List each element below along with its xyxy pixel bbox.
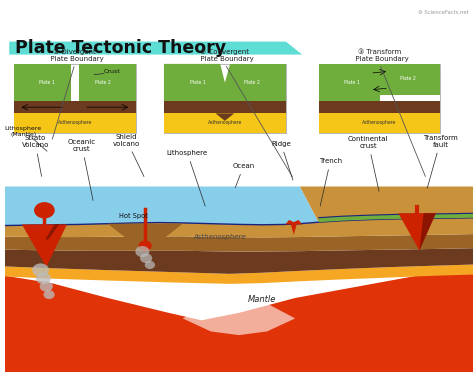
Polygon shape bbox=[5, 186, 319, 226]
Text: Plate 2: Plate 2 bbox=[400, 76, 416, 81]
Text: ③ Transform
  Plate Boundary: ③ Transform Plate Boundary bbox=[351, 48, 409, 62]
Polygon shape bbox=[5, 234, 474, 251]
Text: Plate 2: Plate 2 bbox=[244, 80, 260, 85]
Bar bbox=[14, 101, 136, 113]
Bar bbox=[14, 64, 71, 101]
Bar bbox=[319, 101, 440, 113]
Circle shape bbox=[138, 240, 152, 251]
Circle shape bbox=[44, 290, 55, 299]
Text: Ridge: Ridge bbox=[271, 141, 293, 180]
Circle shape bbox=[36, 272, 51, 284]
Text: Plate Tectonic Theory: Plate Tectonic Theory bbox=[15, 39, 226, 57]
Circle shape bbox=[140, 253, 152, 263]
Bar bbox=[164, 113, 286, 133]
Text: Asthenosphere: Asthenosphere bbox=[362, 120, 397, 125]
Text: Plate 1: Plate 1 bbox=[39, 80, 55, 85]
Polygon shape bbox=[319, 213, 474, 222]
Bar bbox=[319, 113, 440, 133]
Circle shape bbox=[34, 202, 55, 219]
Text: Asthenosphere: Asthenosphere bbox=[194, 233, 246, 239]
Text: Plate 1: Plate 1 bbox=[190, 80, 206, 85]
Polygon shape bbox=[164, 64, 229, 101]
Text: Hot Spot: Hot Spot bbox=[119, 213, 148, 219]
Bar bbox=[380, 64, 440, 95]
Polygon shape bbox=[9, 41, 302, 54]
Text: Lithosphere: Lithosphere bbox=[167, 150, 208, 206]
Polygon shape bbox=[300, 186, 474, 222]
Polygon shape bbox=[5, 248, 474, 274]
Text: Asthenosphere: Asthenosphere bbox=[58, 120, 92, 125]
Polygon shape bbox=[5, 264, 474, 284]
Text: Asthenosphere: Asthenosphere bbox=[208, 120, 242, 125]
Circle shape bbox=[40, 281, 53, 292]
Text: Strato
Volcano: Strato Volcano bbox=[21, 135, 49, 176]
Text: Transform
fault: Transform fault bbox=[423, 135, 458, 188]
Circle shape bbox=[32, 263, 49, 277]
Polygon shape bbox=[419, 213, 436, 250]
Bar bbox=[319, 64, 380, 101]
Circle shape bbox=[145, 261, 155, 269]
Polygon shape bbox=[46, 225, 59, 239]
Text: ① Divergent
  Plate Boundary: ① Divergent Plate Boundary bbox=[46, 48, 104, 62]
Circle shape bbox=[136, 246, 149, 257]
Polygon shape bbox=[22, 225, 67, 267]
Polygon shape bbox=[220, 64, 286, 101]
Bar bbox=[14, 113, 136, 133]
Polygon shape bbox=[216, 113, 234, 121]
Text: Trench: Trench bbox=[319, 158, 342, 206]
Text: Plate 2: Plate 2 bbox=[95, 80, 111, 85]
Text: Oceanic
crust: Oceanic crust bbox=[68, 139, 96, 201]
Polygon shape bbox=[5, 268, 474, 372]
Bar bbox=[79, 64, 136, 101]
Bar bbox=[319, 64, 440, 133]
Bar bbox=[164, 101, 286, 113]
Text: Shield
volcano: Shield volcano bbox=[113, 134, 144, 176]
Bar bbox=[14, 64, 136, 133]
Text: Continental
crust: Continental crust bbox=[348, 136, 389, 191]
Text: Plate 1: Plate 1 bbox=[344, 80, 359, 85]
Bar bbox=[164, 64, 286, 133]
Text: Lithosphere
(Mantle): Lithosphere (Mantle) bbox=[5, 126, 42, 137]
Polygon shape bbox=[285, 220, 302, 235]
Polygon shape bbox=[182, 298, 295, 335]
Text: ⚙ ScienceFacts.net: ⚙ ScienceFacts.net bbox=[418, 10, 469, 15]
Polygon shape bbox=[5, 218, 474, 237]
Text: Crust: Crust bbox=[104, 69, 121, 74]
Polygon shape bbox=[108, 224, 182, 248]
Polygon shape bbox=[398, 213, 436, 250]
Text: ② Convergent
  Plate Boundary: ② Convergent Plate Boundary bbox=[196, 48, 254, 62]
Text: Mantle: Mantle bbox=[248, 295, 276, 304]
Text: Ocean: Ocean bbox=[232, 163, 255, 188]
